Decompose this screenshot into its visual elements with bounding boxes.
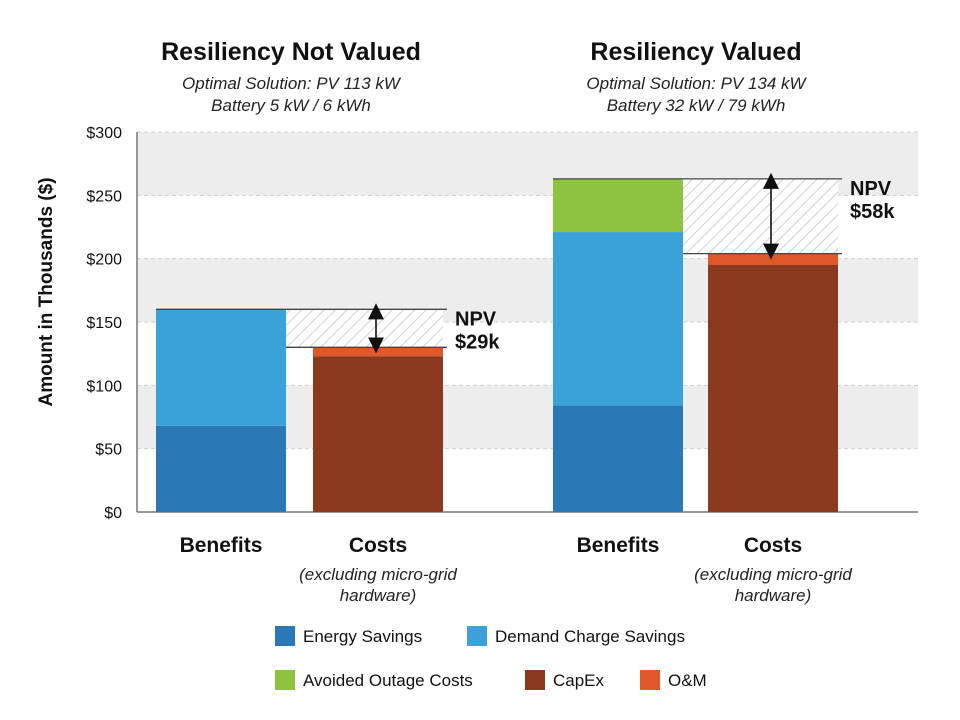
npv-hatch: [286, 309, 443, 348]
legend-label: Demand Charge Savings: [495, 627, 685, 646]
category-note: (excluding micro-grid: [299, 565, 457, 584]
legend-label: CapEx: [553, 671, 605, 690]
bar-segment-demand-charge-savings: [553, 232, 683, 406]
bar-segment-o-m: [313, 347, 443, 357]
npv-value: $29k: [455, 331, 500, 353]
legend-swatch: [275, 626, 295, 646]
category-label: Costs: [744, 534, 802, 557]
bar-segment-demand-charge-savings: [156, 309, 286, 426]
npv-value: $58k: [850, 201, 895, 223]
panel-title: Resiliency Not Valued: [161, 38, 421, 66]
legend-swatch: [525, 670, 545, 690]
legend-swatch: [275, 670, 295, 690]
panel-subtitle: Battery 32 kW / 79 kWh: [607, 96, 786, 115]
category-note: (excluding micro-grid: [694, 565, 852, 584]
y-tick-label: $0: [104, 505, 122, 522]
y-tick-label: $200: [86, 252, 122, 269]
bar-segment-o-m: [708, 253, 838, 265]
legend: Energy Savings Demand Charge Savings Avoid…: [275, 626, 707, 690]
y-tick-label: $150: [86, 315, 122, 332]
bars: [156, 178, 838, 512]
y-tick-label: $50: [95, 442, 122, 459]
legend-label: Avoided Outage Costs: [303, 671, 473, 690]
y-tick-label: $100: [86, 378, 122, 395]
legend-swatch: [640, 670, 660, 690]
legend-label: Energy Savings: [303, 627, 422, 646]
npv-label: NPV: [850, 178, 892, 200]
category-note: hardware): [340, 586, 417, 605]
y-axis-ticks: $0 $50 $100 $150 $200 $250 $300: [86, 125, 122, 522]
bar-segment-energy-savings: [553, 405, 683, 512]
bar-segment-capex: [708, 265, 838, 512]
category-labels: Benefits Costs (excluding micro-grid hardwa…: [180, 534, 853, 605]
category-label: Costs: [349, 534, 407, 557]
legend-label: O&M: [668, 671, 707, 690]
category-label: Benefits: [180, 534, 263, 557]
panel-subtitle: Optimal Solution: PV 134 kW: [586, 74, 807, 93]
bar-segment-avoided-outage-costs: [553, 178, 683, 233]
panel-title: Resiliency Valued: [590, 38, 801, 66]
y-axis-label: Amount in Thousands ($): [36, 177, 57, 406]
y-tick-label: $300: [86, 125, 122, 142]
panel-titles: Resiliency Not Valued Optimal Solution: P…: [161, 38, 807, 115]
bar-segment-energy-savings: [156, 425, 286, 512]
npv-label: NPV: [455, 308, 497, 330]
category-note: hardware): [735, 586, 812, 605]
panel-subtitle: Optimal Solution: PV 113 kW: [182, 74, 402, 93]
npv-hatch: [683, 178, 838, 254]
category-label: Benefits: [577, 534, 660, 557]
bar-segment-capex: [313, 356, 443, 512]
y-tick-label: $250: [86, 188, 122, 205]
legend-swatch: [467, 626, 487, 646]
panel-subtitle: Battery 5 kW / 6 kWh: [211, 96, 371, 115]
